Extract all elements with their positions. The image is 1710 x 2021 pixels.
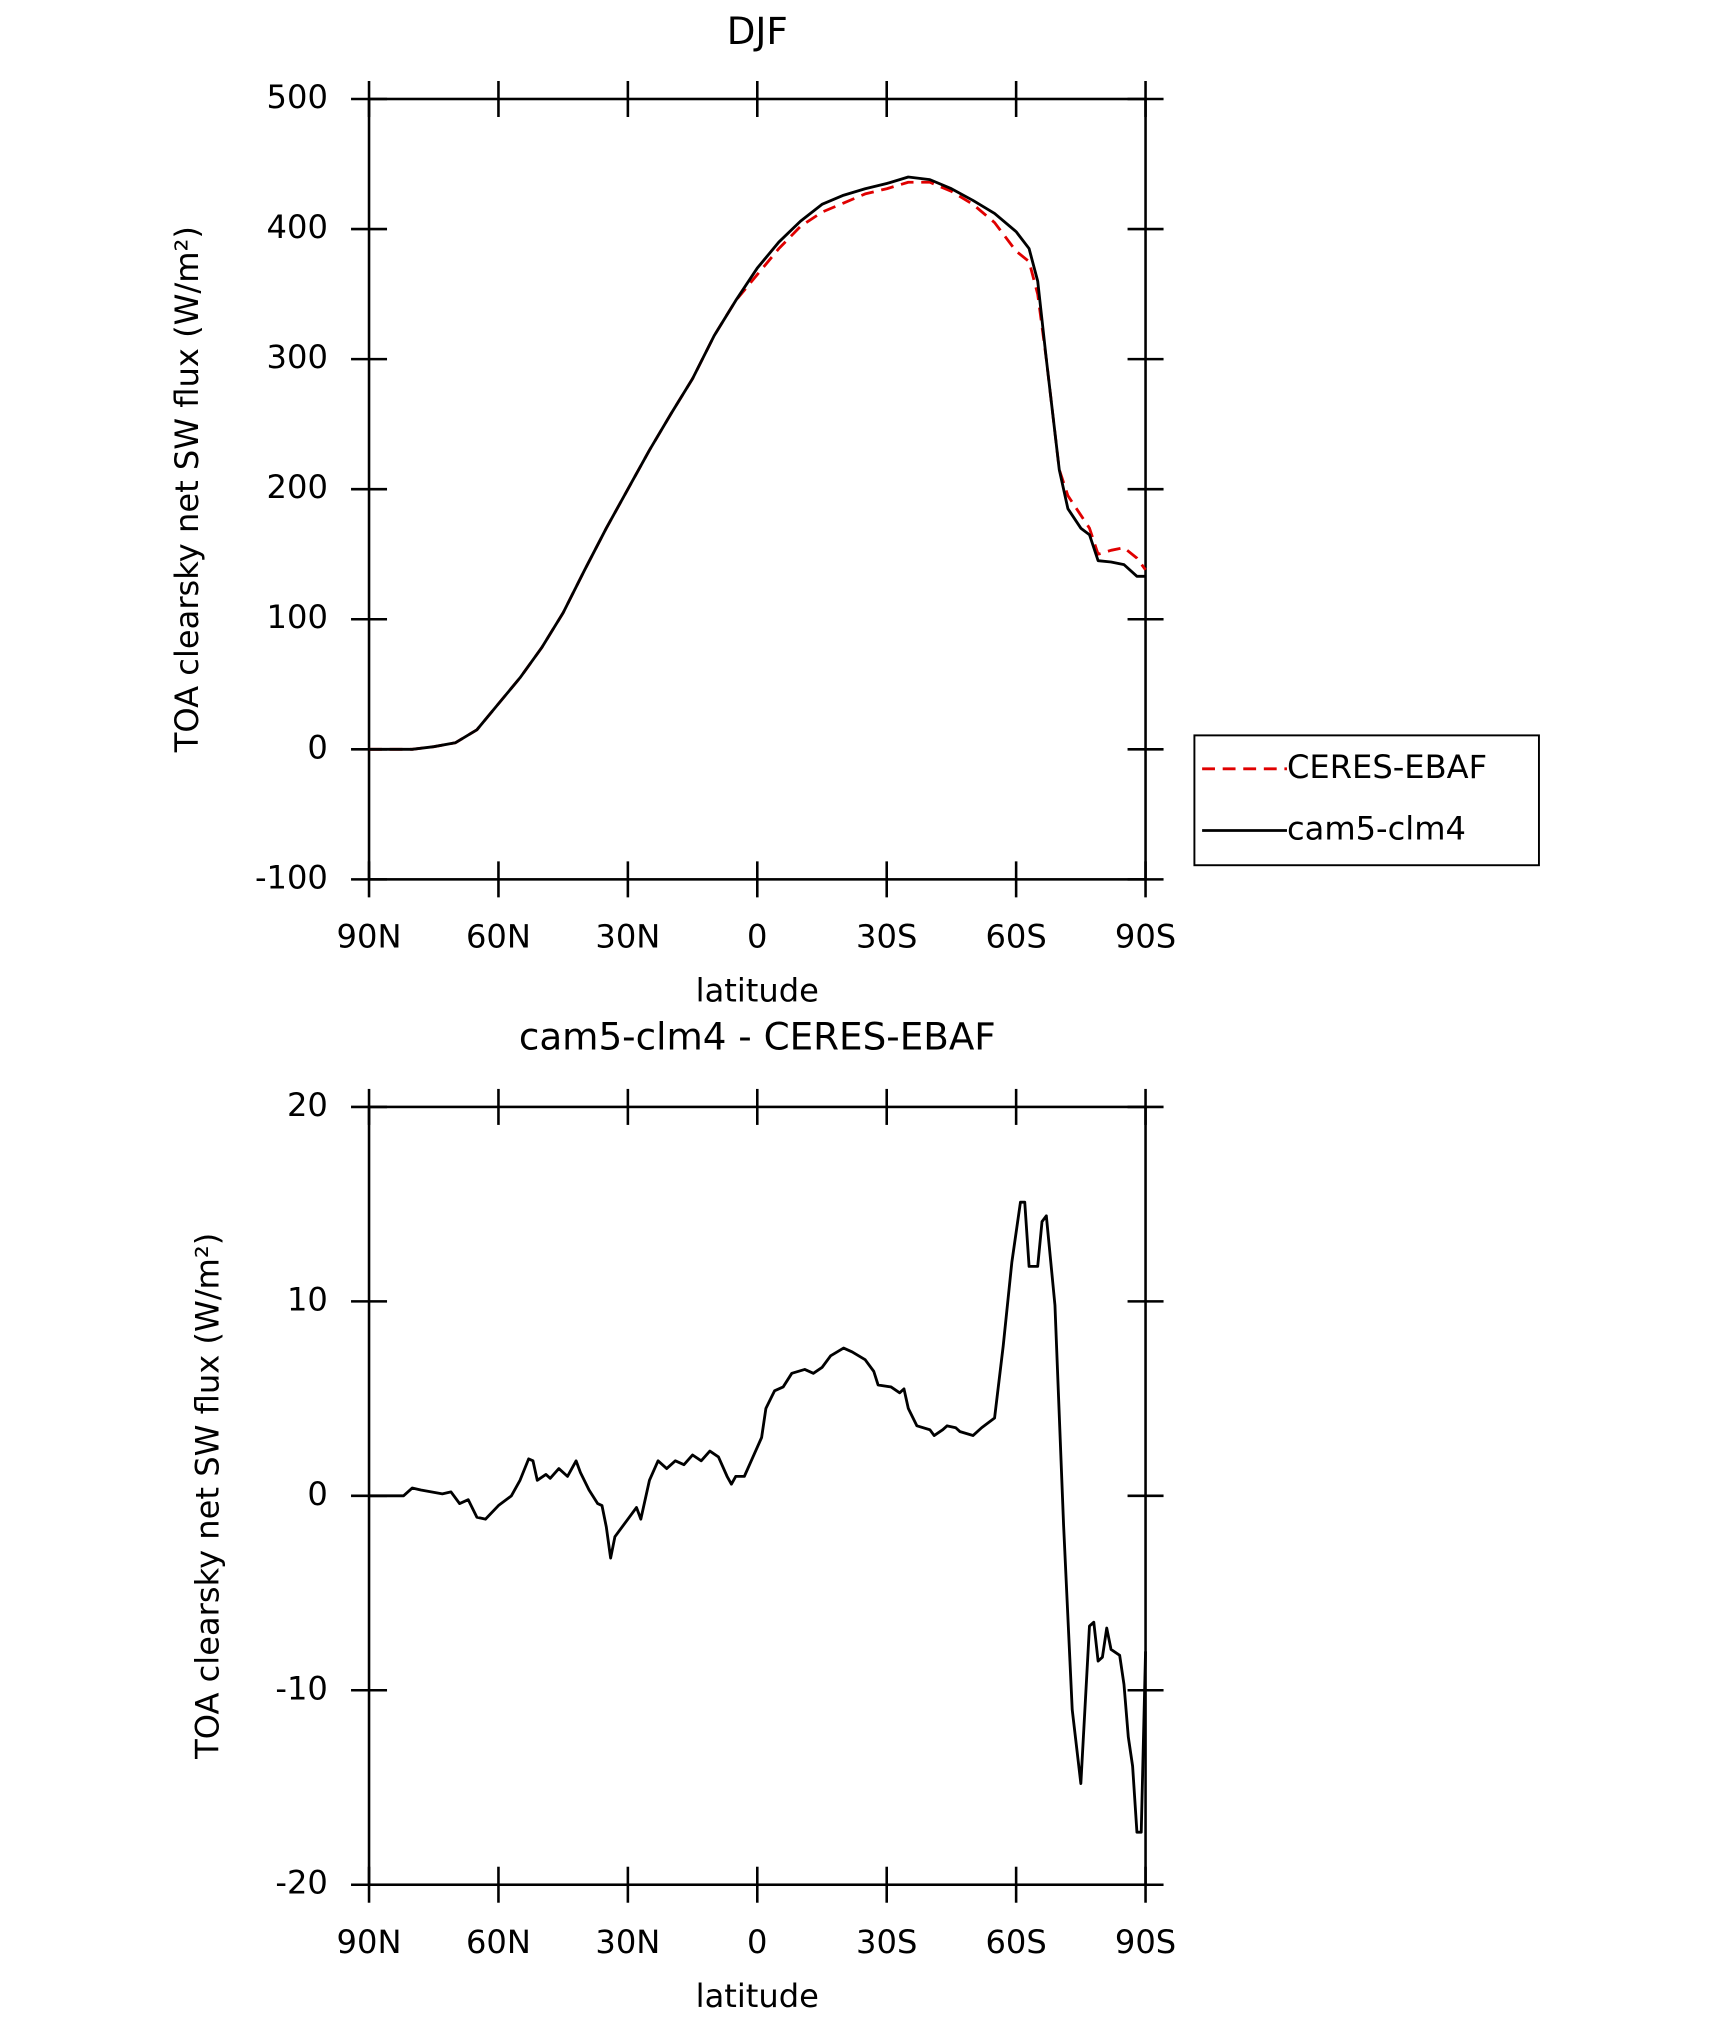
y-tick-label: 200 <box>267 468 328 506</box>
x-tick-label: 0 <box>747 918 767 956</box>
x-tick-label: 60N <box>466 918 531 956</box>
y-axis-label: TOA clearsky net SW flux (W/m²) <box>168 226 206 753</box>
x-axis-label: latitude <box>696 1977 819 2015</box>
chart-title: cam5-clm4 - CERES-EBAF <box>519 1014 996 1058</box>
plot-frame <box>367 1105 1147 1887</box>
y-tick-label: -20 <box>275 1864 327 1902</box>
y-tick-label: 100 <box>267 598 328 636</box>
y-tick-label: 400 <box>267 208 328 246</box>
y-tick-label: 500 <box>267 78 328 116</box>
x-tick-label: 30N <box>595 918 660 956</box>
x-tick-label: 90N <box>337 1923 402 1961</box>
x-tick-label: 60S <box>985 1923 1046 1961</box>
x-tick-label: 0 <box>747 1923 767 1961</box>
data-line <box>369 180 1147 751</box>
x-tick-label: 90S <box>1115 1923 1176 1961</box>
x-axis-label: latitude <box>696 972 819 1010</box>
y-tick-label: 300 <box>267 338 328 376</box>
legend-label: cam5-clm4 <box>1287 810 1466 848</box>
x-tick-label: 90N <box>337 918 402 956</box>
x-tick-label: 60N <box>466 1923 531 1961</box>
legend-label: CERES-EBAF <box>1287 748 1487 786</box>
y-tick-label: 20 <box>287 1086 328 1124</box>
x-tick-label: 60S <box>985 918 1046 956</box>
legend-box <box>1193 734 1540 867</box>
y-tick-label: 0 <box>307 728 327 766</box>
y-axis-label: TOA clearsky net SW flux (W/m²) <box>189 1233 227 1760</box>
x-tick-label: 30S <box>856 918 917 956</box>
y-tick-label: 0 <box>307 1475 327 1513</box>
x-tick-label: 90S <box>1115 918 1176 956</box>
x-tick-label: 30N <box>595 1923 660 1961</box>
y-tick-label: -10 <box>275 1669 327 1707</box>
data-line <box>369 1200 1147 1834</box>
y-tick-label: -100 <box>255 858 328 896</box>
x-tick-label: 30S <box>856 1923 917 1961</box>
plot-frame <box>367 97 1147 881</box>
data-line <box>369 175 1146 751</box>
chart-title: DJF <box>727 9 788 53</box>
y-tick-label: 10 <box>287 1280 328 1318</box>
